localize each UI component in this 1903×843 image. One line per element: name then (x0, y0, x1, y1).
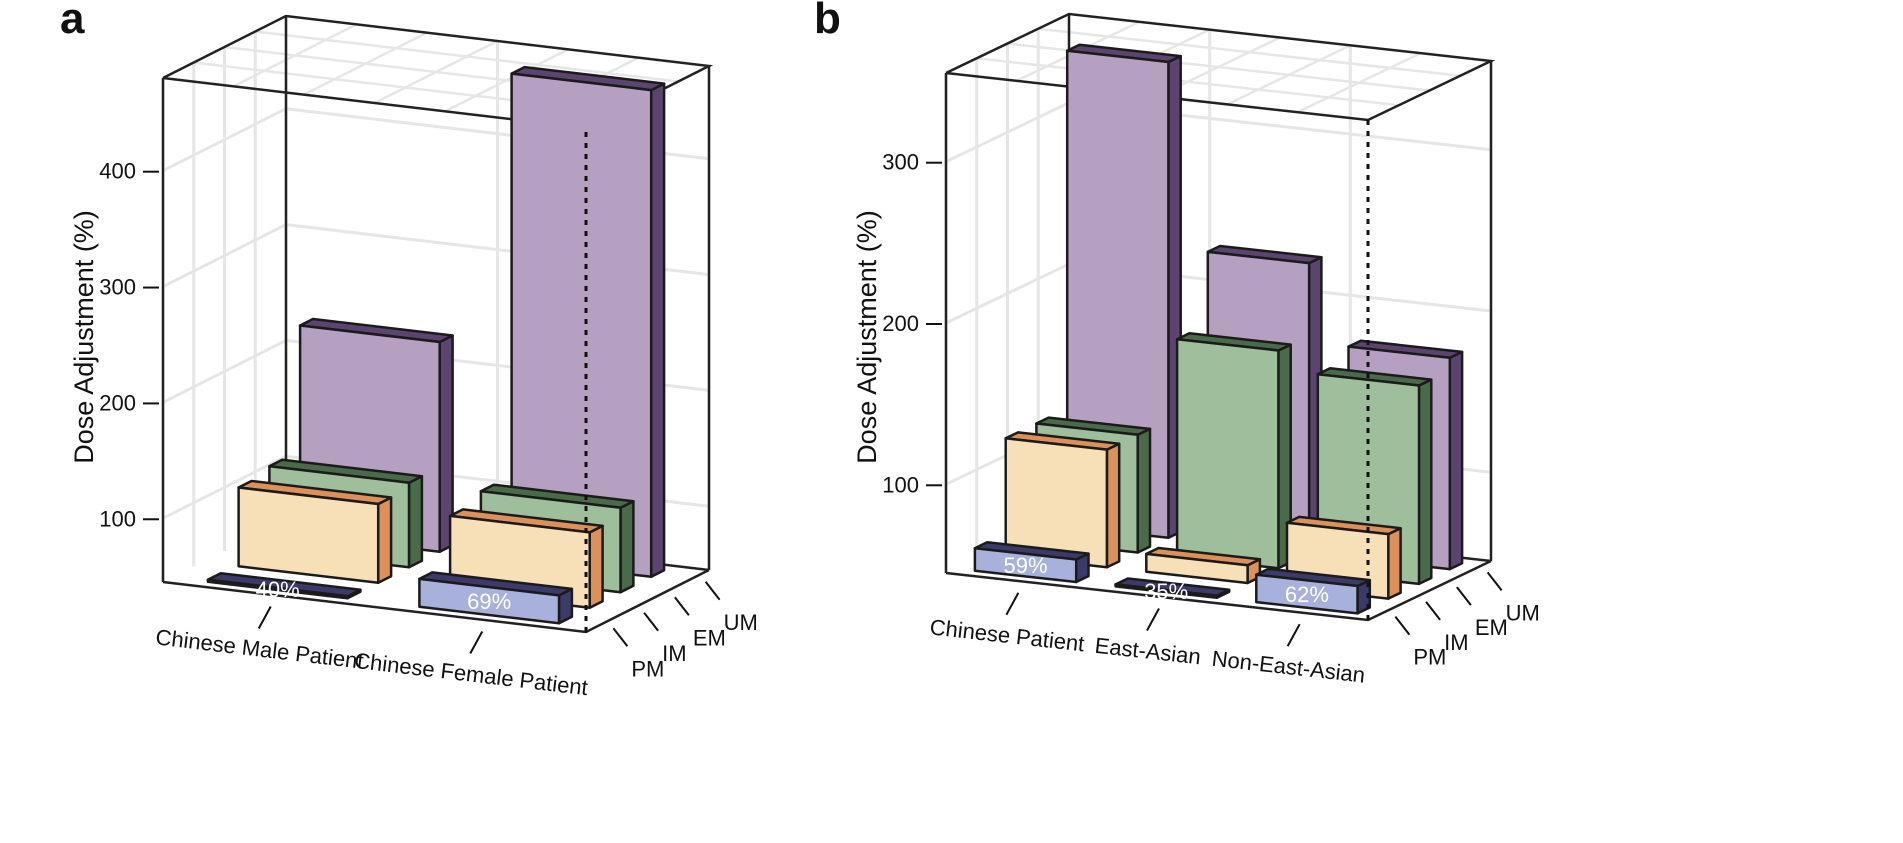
bar-front-face (418, 577, 561, 625)
depth-tick-mark (1456, 586, 1472, 606)
y-axis-label: Dose Adjustment (%) (69, 210, 99, 464)
panel-a-chart: 40% 69% 100 200 300 400 Dose Adjustment (%) Chi… (60, 0, 758, 700)
bar-im-chinese-patient (1004, 431, 1121, 569)
depth-tick-label: IM (662, 641, 686, 666)
y-tick-label: 100 (99, 506, 136, 531)
bar-em-east-asian (1175, 332, 1292, 570)
x-tick-mark (1146, 608, 1160, 631)
bar-pm-east-asian: 35% (1114, 577, 1231, 604)
depth-tick-mark (1486, 571, 1503, 591)
y-tick-label: 100 (882, 472, 919, 497)
bar-pm-chinese-patient: 59% (973, 541, 1090, 584)
gridline (373, 39, 499, 105)
y-axis-label: Dose Adjustment (%) (852, 210, 882, 464)
bar-side-face (619, 499, 635, 594)
bar-side-face (1105, 442, 1121, 569)
x-tick-mark (469, 631, 484, 654)
bar-um-chinese-patient (1065, 43, 1182, 540)
y-axis: 100 200 300 (882, 150, 942, 497)
bar-side-face (1387, 526, 1402, 600)
bar-front-face (1255, 573, 1359, 615)
y-tick-label: 200 (99, 390, 136, 415)
bar-um-chinese-female-patient (510, 65, 666, 579)
depth-tick-label: PM (1413, 645, 1446, 670)
bar-side-face (649, 82, 666, 579)
depth-tick-mark (1425, 601, 1441, 621)
bar-front-face (206, 578, 349, 600)
gridline (303, 31, 428, 96)
bar-front-face (237, 486, 380, 585)
depth-tick-mark (643, 612, 659, 632)
x-tick-label: Chinese Male Patient (154, 624, 365, 673)
depth-tick-mark (1394, 616, 1411, 636)
bars: 59% 35% 62% (973, 43, 1464, 615)
bar-side-face (1417, 378, 1433, 586)
depth-tick-label: UM (1506, 600, 1540, 625)
y-tick-label: 200 (882, 311, 919, 336)
panel-b-chart: 59% 35% 62% 100 200 300 Dose Adjustment (%) Chi… (814, 0, 1540, 688)
panel-letter: b (814, 0, 841, 43)
x-tick-label: East-Asian (1094, 633, 1203, 670)
panel-letter: a (60, 0, 85, 43)
x-tick-mark (1286, 623, 1301, 647)
gridline (1226, 44, 1351, 106)
depth-tick-label: EM (693, 625, 726, 650)
y-tick-label: 300 (882, 150, 919, 175)
bar-side-face (588, 524, 604, 610)
bars: 40% 69% (206, 65, 666, 625)
bar-im-chinese-male-patient (237, 479, 393, 585)
y-tick-label: 400 (99, 159, 136, 184)
gridline (1297, 52, 1422, 114)
x-tick-label: Non-East-Asian (1211, 646, 1367, 688)
bar-side-face (1448, 350, 1464, 571)
data-label: 62% (1285, 582, 1329, 607)
x-tick-mark (257, 606, 272, 629)
bar-pm-chinese-female-patient: 69% (418, 571, 574, 625)
bar-front-face (1175, 337, 1280, 570)
data-label: 40% (256, 577, 300, 602)
depth-tick-mark (674, 596, 690, 616)
bar-front-face (1145, 552, 1249, 585)
x-tick-label: Chinese Patient (929, 614, 1086, 656)
depth-tick-mark (704, 581, 721, 601)
x-tick-mark (1005, 592, 1020, 616)
y-tick-label: 300 (99, 275, 136, 300)
depth-tick-label: UM (724, 610, 758, 635)
bar-side-face (407, 474, 424, 569)
gridline (945, 101, 1492, 164)
data-label: 59% (1004, 553, 1048, 578)
bar-front-face (973, 546, 1078, 584)
bar-pm-chinese-male-patient: 40% (206, 571, 362, 602)
bar-front-face (1114, 583, 1219, 599)
bar-pm-non-east-asian: 62% (1255, 567, 1372, 615)
bar-side-face (1136, 427, 1152, 554)
gridline (232, 23, 358, 88)
data-label: 35% (1144, 579, 1188, 604)
gridline (444, 48, 569, 113)
depth-tick-label: PM (631, 656, 664, 681)
data-label: 69% (467, 589, 511, 614)
depth-tick-mark (612, 627, 629, 647)
depth-tick-label: IM (1444, 630, 1468, 655)
x-tick-label: Chinese Female Patient (353, 648, 589, 700)
depth-tick-label: EM (1475, 615, 1508, 640)
y-axis: 100 200 300 400 (99, 159, 159, 531)
bar-side-face (376, 496, 393, 585)
